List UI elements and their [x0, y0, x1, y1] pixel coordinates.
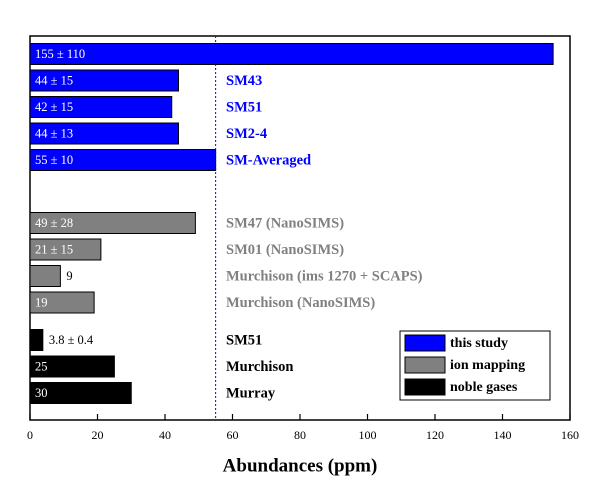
category-label: Murchison [226, 359, 293, 375]
legend-swatch [404, 356, 446, 374]
value-label: 9 [66, 269, 72, 283]
legend-label: ion mapping [450, 358, 525, 373]
x-tick-label: 100 [359, 428, 377, 442]
value-label: 19 [35, 295, 48, 309]
bar [29, 382, 132, 404]
category-label: SM2-4 [226, 126, 267, 142]
value-label: 25 [35, 359, 48, 373]
bar [29, 238, 102, 261]
category-label: SM18 [226, 46, 262, 62]
x-tick-label: 40 [159, 428, 171, 442]
bar [29, 291, 95, 314]
category-label: Murray [226, 385, 276, 401]
category-label: Murchison (NanoSIMS) [226, 295, 375, 311]
bar [29, 69, 179, 92]
value-label: 3.8 ± 0.4 [49, 333, 94, 347]
bar [29, 122, 179, 145]
x-tick-label: 0 [27, 428, 33, 442]
legend-label: noble gases [450, 380, 518, 395]
x-tick-label: 20 [92, 428, 104, 442]
bar [29, 355, 115, 378]
category-label: SM51 [226, 99, 262, 115]
value-label: 44 ± 13 [35, 126, 73, 140]
value-label: 30 [35, 386, 48, 400]
bar [29, 212, 196, 234]
category-label: SM47 (NanoSIMS) [226, 215, 344, 231]
value-label: 44 ± 15 [35, 73, 73, 87]
category-label: Murchison (ims 1270 + SCAPS) [226, 268, 423, 284]
category-label: SM01 (NanoSIMS) [226, 242, 344, 258]
x-axis-label: Abundances (ppm) [223, 455, 378, 476]
value-label: 42 ± 15 [35, 100, 73, 114]
legend-swatch [404, 378, 446, 396]
x-tick-label: 160 [561, 428, 579, 442]
value-label: 55 ± 10 [35, 153, 73, 167]
bar [29, 329, 44, 351]
x-tick-label: 60 [227, 428, 239, 442]
category-label: SM-Averaged [226, 152, 311, 168]
legend-swatch [404, 334, 446, 352]
bar [29, 96, 173, 118]
value-label: 155 ± 110 [35, 47, 85, 61]
x-tick-label: 80 [294, 428, 306, 442]
value-label: 49 ± 28 [35, 216, 73, 230]
category-label: SM51 [226, 332, 262, 348]
value-label: 21 ± 15 [35, 242, 73, 256]
legend-label: this study [450, 336, 508, 351]
category-label: SM43 [226, 73, 262, 89]
x-tick-label: 140 [494, 428, 512, 442]
x-tick-label: 120 [426, 428, 444, 442]
bar [29, 43, 554, 65]
bar [29, 265, 61, 287]
